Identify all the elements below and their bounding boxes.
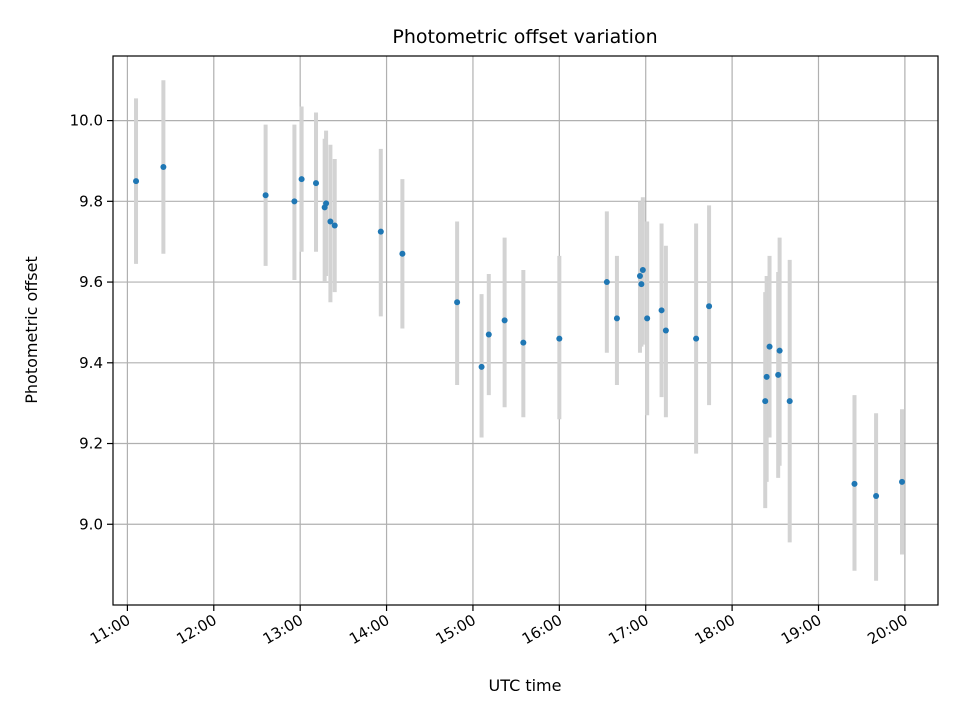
data-point: [851, 480, 858, 487]
y-axis-label: Photometric offset: [22, 256, 41, 404]
plot-frame: [112, 55, 939, 606]
data-point: [520, 339, 527, 346]
data-points: [133, 164, 906, 500]
x-tick-label: 12:00: [173, 611, 219, 648]
y-tick-label: 9.0: [79, 515, 103, 533]
y-axis-ticks: 9.0 9.2 9.4 9.6 9.8 10.0: [70, 112, 113, 533]
error-bars: [134, 80, 905, 581]
x-tick-label: 18:00: [692, 611, 738, 648]
data-point: [331, 222, 338, 229]
data-point: [262, 192, 269, 199]
data-point: [873, 493, 880, 500]
data-point: [658, 307, 665, 314]
data-point: [613, 315, 620, 322]
x-tick-label: 19:00: [778, 611, 824, 648]
y-tick-label: 9.8: [79, 192, 103, 210]
data-point: [776, 347, 783, 354]
data-point: [762, 398, 769, 405]
x-axis-ticks: 11:00 12:00 13:00 14:00 15:00 16:00 17:00 18:00…: [87, 605, 911, 648]
data-point: [291, 198, 298, 205]
x-axis-label: UTC time: [489, 676, 562, 695]
data-point: [693, 335, 700, 342]
data-point: [133, 178, 140, 185]
data-point: [639, 266, 646, 273]
data-point: [603, 279, 610, 286]
y-tick-label: 10.0: [70, 112, 103, 130]
data-point: [313, 180, 320, 187]
data-point: [501, 317, 508, 324]
data-point: [485, 331, 492, 338]
data-point: [478, 363, 485, 370]
data-point: [766, 343, 773, 350]
y-tick-label: 9.2: [79, 435, 103, 453]
x-tick-label: 11:00: [87, 611, 133, 648]
y-tick-label: 9.6: [79, 273, 103, 291]
data-point: [327, 218, 334, 225]
data-point: [298, 176, 305, 183]
data-point: [644, 315, 651, 322]
grid: [113, 56, 938, 605]
x-tick-label: 20:00: [864, 611, 910, 648]
x-tick-label: 16:00: [519, 611, 565, 648]
x-tick-label: 13:00: [260, 611, 306, 648]
data-point: [775, 371, 782, 378]
x-tick-label: 17:00: [605, 611, 651, 648]
data-point: [662, 327, 669, 334]
x-tick-label: 14:00: [346, 611, 392, 648]
chart-title: Photometric offset variation: [392, 26, 657, 48]
data-point: [399, 250, 406, 257]
data-point: [706, 303, 713, 310]
data-point: [454, 299, 461, 306]
data-point: [636, 273, 643, 280]
y-tick-label: 9.4: [79, 354, 103, 372]
data-point: [160, 164, 167, 171]
x-tick-label: 15:00: [433, 611, 479, 648]
data-point: [377, 228, 384, 235]
data-point: [786, 398, 793, 405]
data-point: [323, 200, 330, 207]
data-point: [899, 478, 906, 485]
data-point: [763, 373, 770, 380]
data-point: [638, 281, 645, 288]
data-point: [556, 335, 563, 342]
